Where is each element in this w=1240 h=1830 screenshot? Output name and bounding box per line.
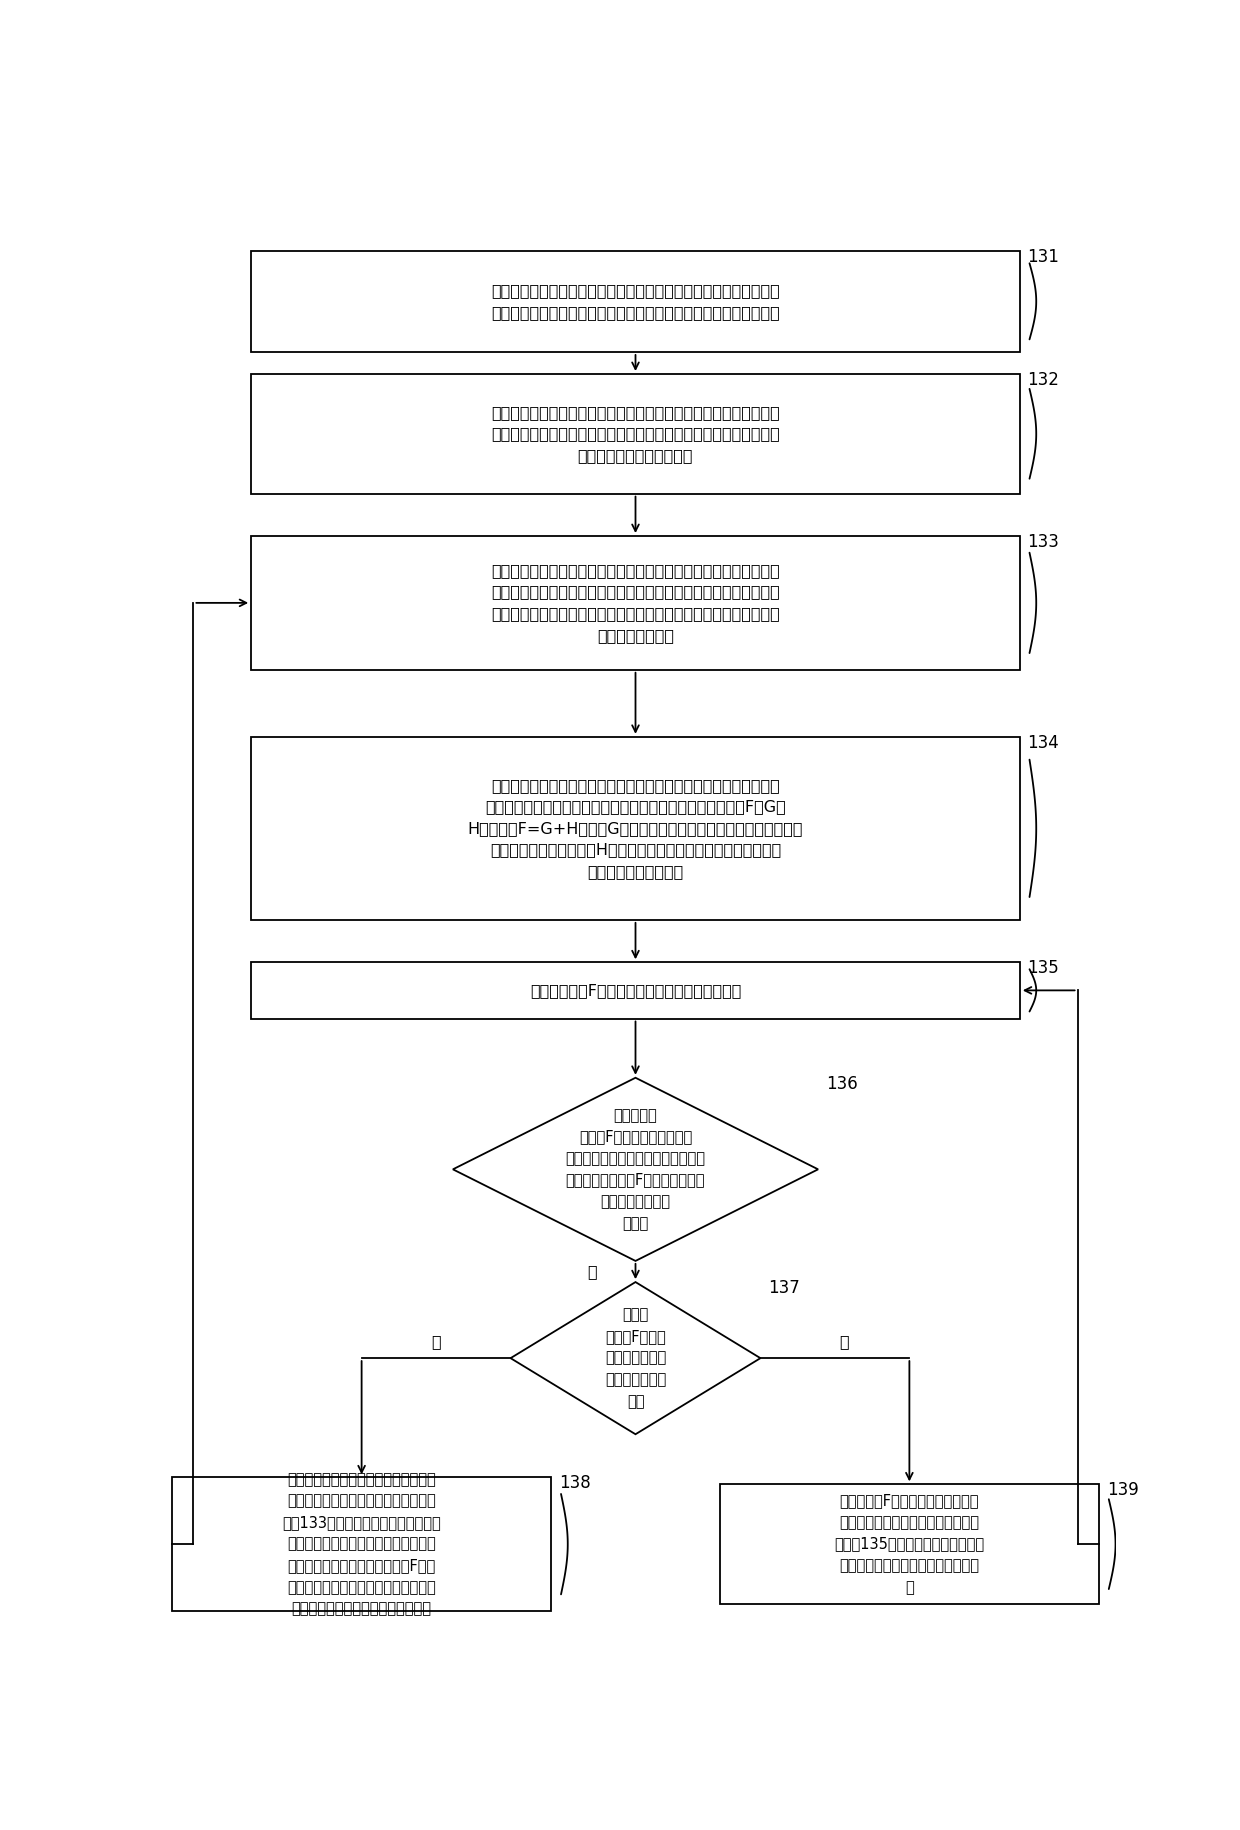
Text: 根据所述起点所在的栅格、所述目标点所在的栅格以及所述第一待选
择路径节点对应的栅格，计算所述第一待选择路径节点对应的F、G、
H，其中，F=G+H，所述G指的是: 根据所述起点所在的栅格、所述目标点所在的栅格以及所述第一待选 择路径节点对应的栅… [467, 778, 804, 878]
Bar [250, 251, 1021, 351]
Text: 135: 135 [1028, 959, 1059, 977]
Text: 确定具有最小F的第一待选择路径节点所在的栅格: 确定具有最小F的第一待选择路径节点所在的栅格 [529, 983, 742, 997]
Bar [250, 373, 1021, 494]
Bar [719, 1484, 1099, 1605]
Text: 获取第二待选择路径节点对应的栅格，
基于所述第二待选择路径节点跳转执行
步骤133，以对所述移动机器人的路径
节点进行继续搜索，其中，所述第二待
选择路径节点指: 获取第二待选择路径节点对应的栅格， 基于所述第二待选择路径节点跳转执行 步骤13… [283, 1471, 441, 1616]
Text: 133: 133 [1028, 533, 1059, 551]
Polygon shape [511, 1283, 760, 1435]
Text: 137: 137 [768, 1279, 800, 1297]
Bar [250, 536, 1021, 670]
Text: 134: 134 [1028, 734, 1059, 752]
Text: 否: 否 [839, 1334, 849, 1349]
Text: 139: 139 [1107, 1482, 1138, 1499]
Text: 将所述最小F对应的第一待选择路径
节点加入所述关闭列表，并且跳转执
行步骤135，基于所述开启列表中的
第一待选择路径节点重新确定路径节
点: 将所述最小F对应的第一待选择路径 节点加入所述关闭列表，并且跳转执 行步骤135… [835, 1493, 985, 1596]
Text: 否: 否 [588, 1265, 598, 1279]
Text: 是: 是 [432, 1334, 441, 1349]
Text: 根据所述具
有最小F的第一待选择路径节
点所在的栅格和所述目标点所在的栅
格，判断所述最小F对应的第一待选
择路径节点是否为
目标点: 根据所述具 有最小F的第一待选择路径节 点所在的栅格和所述目标点所在的栅 格，判… [565, 1107, 706, 1232]
Polygon shape [453, 1078, 818, 1261]
Bar [172, 1477, 552, 1610]
Bar [250, 963, 1021, 1019]
Text: 138: 138 [559, 1475, 590, 1493]
Text: 根据所述移动机器人的机身所在的栅格，获取第一待选择路径节点对
应的栅格，所述第一待选择路径节点为所述移动机器人位于所述起点
时，所述机身最外一圈的点: 根据所述移动机器人的机身所在的栅格，获取第一待选择路径节点对 应的栅格，所述第一… [491, 404, 780, 463]
Text: 131: 131 [1028, 247, 1059, 265]
Text: 132: 132 [1028, 371, 1059, 390]
Text: 判断所
述最小F对应的
第一待选择路径
节点是否是路径
节点: 判断所 述最小F对应的 第一待选择路径 节点是否是路径 节点 [605, 1307, 666, 1409]
Bar [250, 737, 1021, 920]
Text: 136: 136 [826, 1074, 858, 1093]
Text: 将所述移动机器人进行路径选择的区域划分为多个栅格，并且确定所
述移动机器人的机身、所述起点、所述目标点以及障碍点所在的栅格: 将所述移动机器人进行路径选择的区域划分为多个栅格，并且确定所 述移动机器人的机身… [491, 284, 780, 320]
Text: 将所述起点对应的栅格加入预设的关闭列表，并且将所述第一待选择
路径节点对应的栅格加入预设的开启列表，其中，所述关闭列表用于
记录不被考虑用于选择路径的栅格，所述: 将所述起点对应的栅格加入预设的关闭列表，并且将所述第一待选择 路径节点对应的栅格… [491, 564, 780, 642]
